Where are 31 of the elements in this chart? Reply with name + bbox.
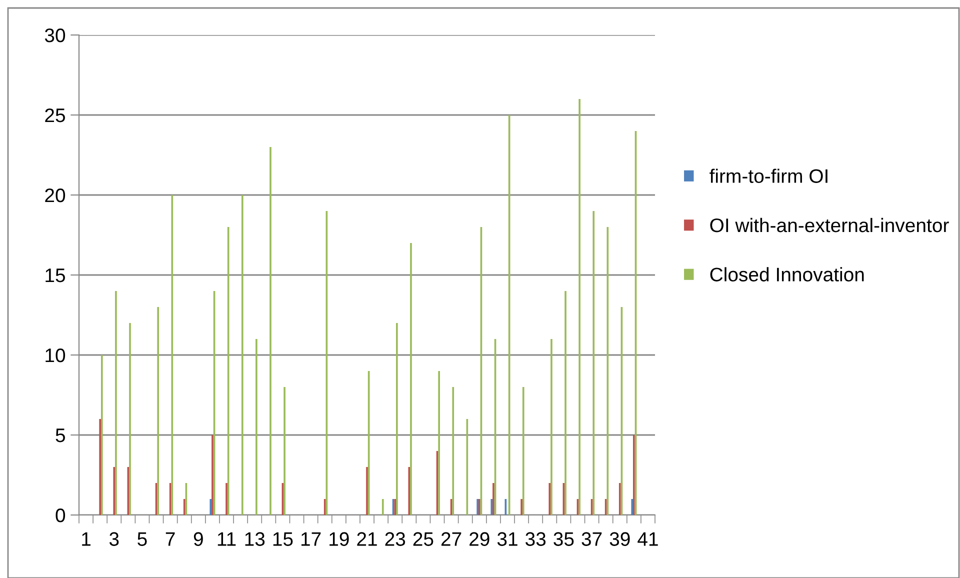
y-tick-label: 0 [56,508,66,522]
legend-label: firm-to-firm OI [710,168,828,183]
x-tick-label: 21 [357,532,377,546]
x-tick-label: 23 [385,532,406,546]
x-tick-label: 1 [82,532,90,546]
x-tick-label: 27 [441,532,462,546]
x-tick-label: 33 [526,532,546,546]
x-tick-label: 39 [610,532,630,546]
x-tick-label: 35 [554,532,574,546]
x-tick-label: 25 [413,532,434,546]
legend-label: Closed Innovation [710,267,864,282]
y-tick-label: 30 [44,28,66,42]
x-tick-label: 29 [470,532,490,546]
x-tick-label: 3 [109,532,119,546]
y-tick-label: 5 [56,428,65,442]
x-tick-label: 9 [194,532,203,546]
legend-label: OI with-an-external-inventor [710,218,949,232]
x-tick-label: 11 [218,532,236,546]
x-tick-label: 5 [138,532,147,546]
x-tick-label: 17 [301,532,321,546]
x-tick-label: 31 [497,532,518,546]
y-tick-label: 25 [45,108,65,122]
x-tick-label: 13 [245,532,265,546]
x-tick-label: 19 [330,532,349,546]
x-tick-label: 37 [582,532,602,546]
y-tick-label: 10 [46,348,66,362]
x-tick-label: 7 [166,532,175,546]
x-tick-label: 15 [273,532,293,546]
y-tick-label: 20 [45,188,66,202]
x-tick-label: 41 [638,532,658,546]
y-tick-label: 15 [46,268,65,282]
